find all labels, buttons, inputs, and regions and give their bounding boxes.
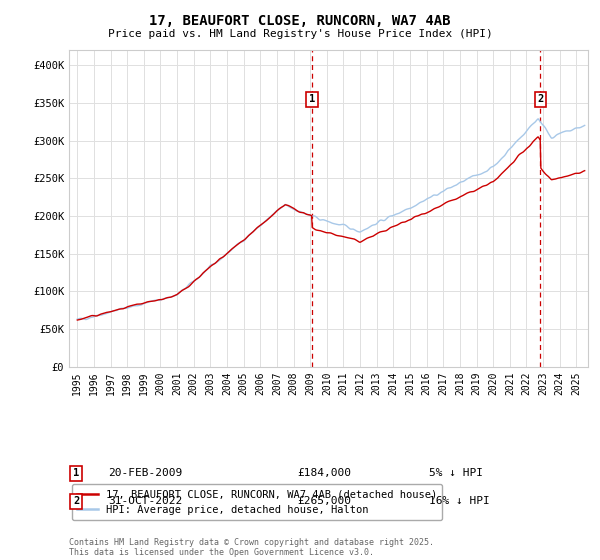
Text: 2: 2 — [537, 95, 544, 104]
Text: 20-FEB-2009: 20-FEB-2009 — [108, 468, 182, 478]
Text: 31-OCT-2022: 31-OCT-2022 — [108, 496, 182, 506]
Text: Price paid vs. HM Land Registry's House Price Index (HPI): Price paid vs. HM Land Registry's House … — [107, 29, 493, 39]
Text: £265,000: £265,000 — [297, 496, 351, 506]
Text: £184,000: £184,000 — [297, 468, 351, 478]
Text: Contains HM Land Registry data © Crown copyright and database right 2025.
This d: Contains HM Land Registry data © Crown c… — [69, 538, 434, 557]
Text: 1: 1 — [309, 95, 316, 104]
Text: 2: 2 — [73, 496, 79, 506]
Text: 16% ↓ HPI: 16% ↓ HPI — [429, 496, 490, 506]
Text: 17, BEAUFORT CLOSE, RUNCORN, WA7 4AB: 17, BEAUFORT CLOSE, RUNCORN, WA7 4AB — [149, 14, 451, 28]
Text: 5% ↓ HPI: 5% ↓ HPI — [429, 468, 483, 478]
Legend: 17, BEAUFORT CLOSE, RUNCORN, WA7 4AB (detached house), HPI: Average price, detac: 17, BEAUFORT CLOSE, RUNCORN, WA7 4AB (de… — [71, 484, 442, 520]
Text: 1: 1 — [73, 468, 79, 478]
